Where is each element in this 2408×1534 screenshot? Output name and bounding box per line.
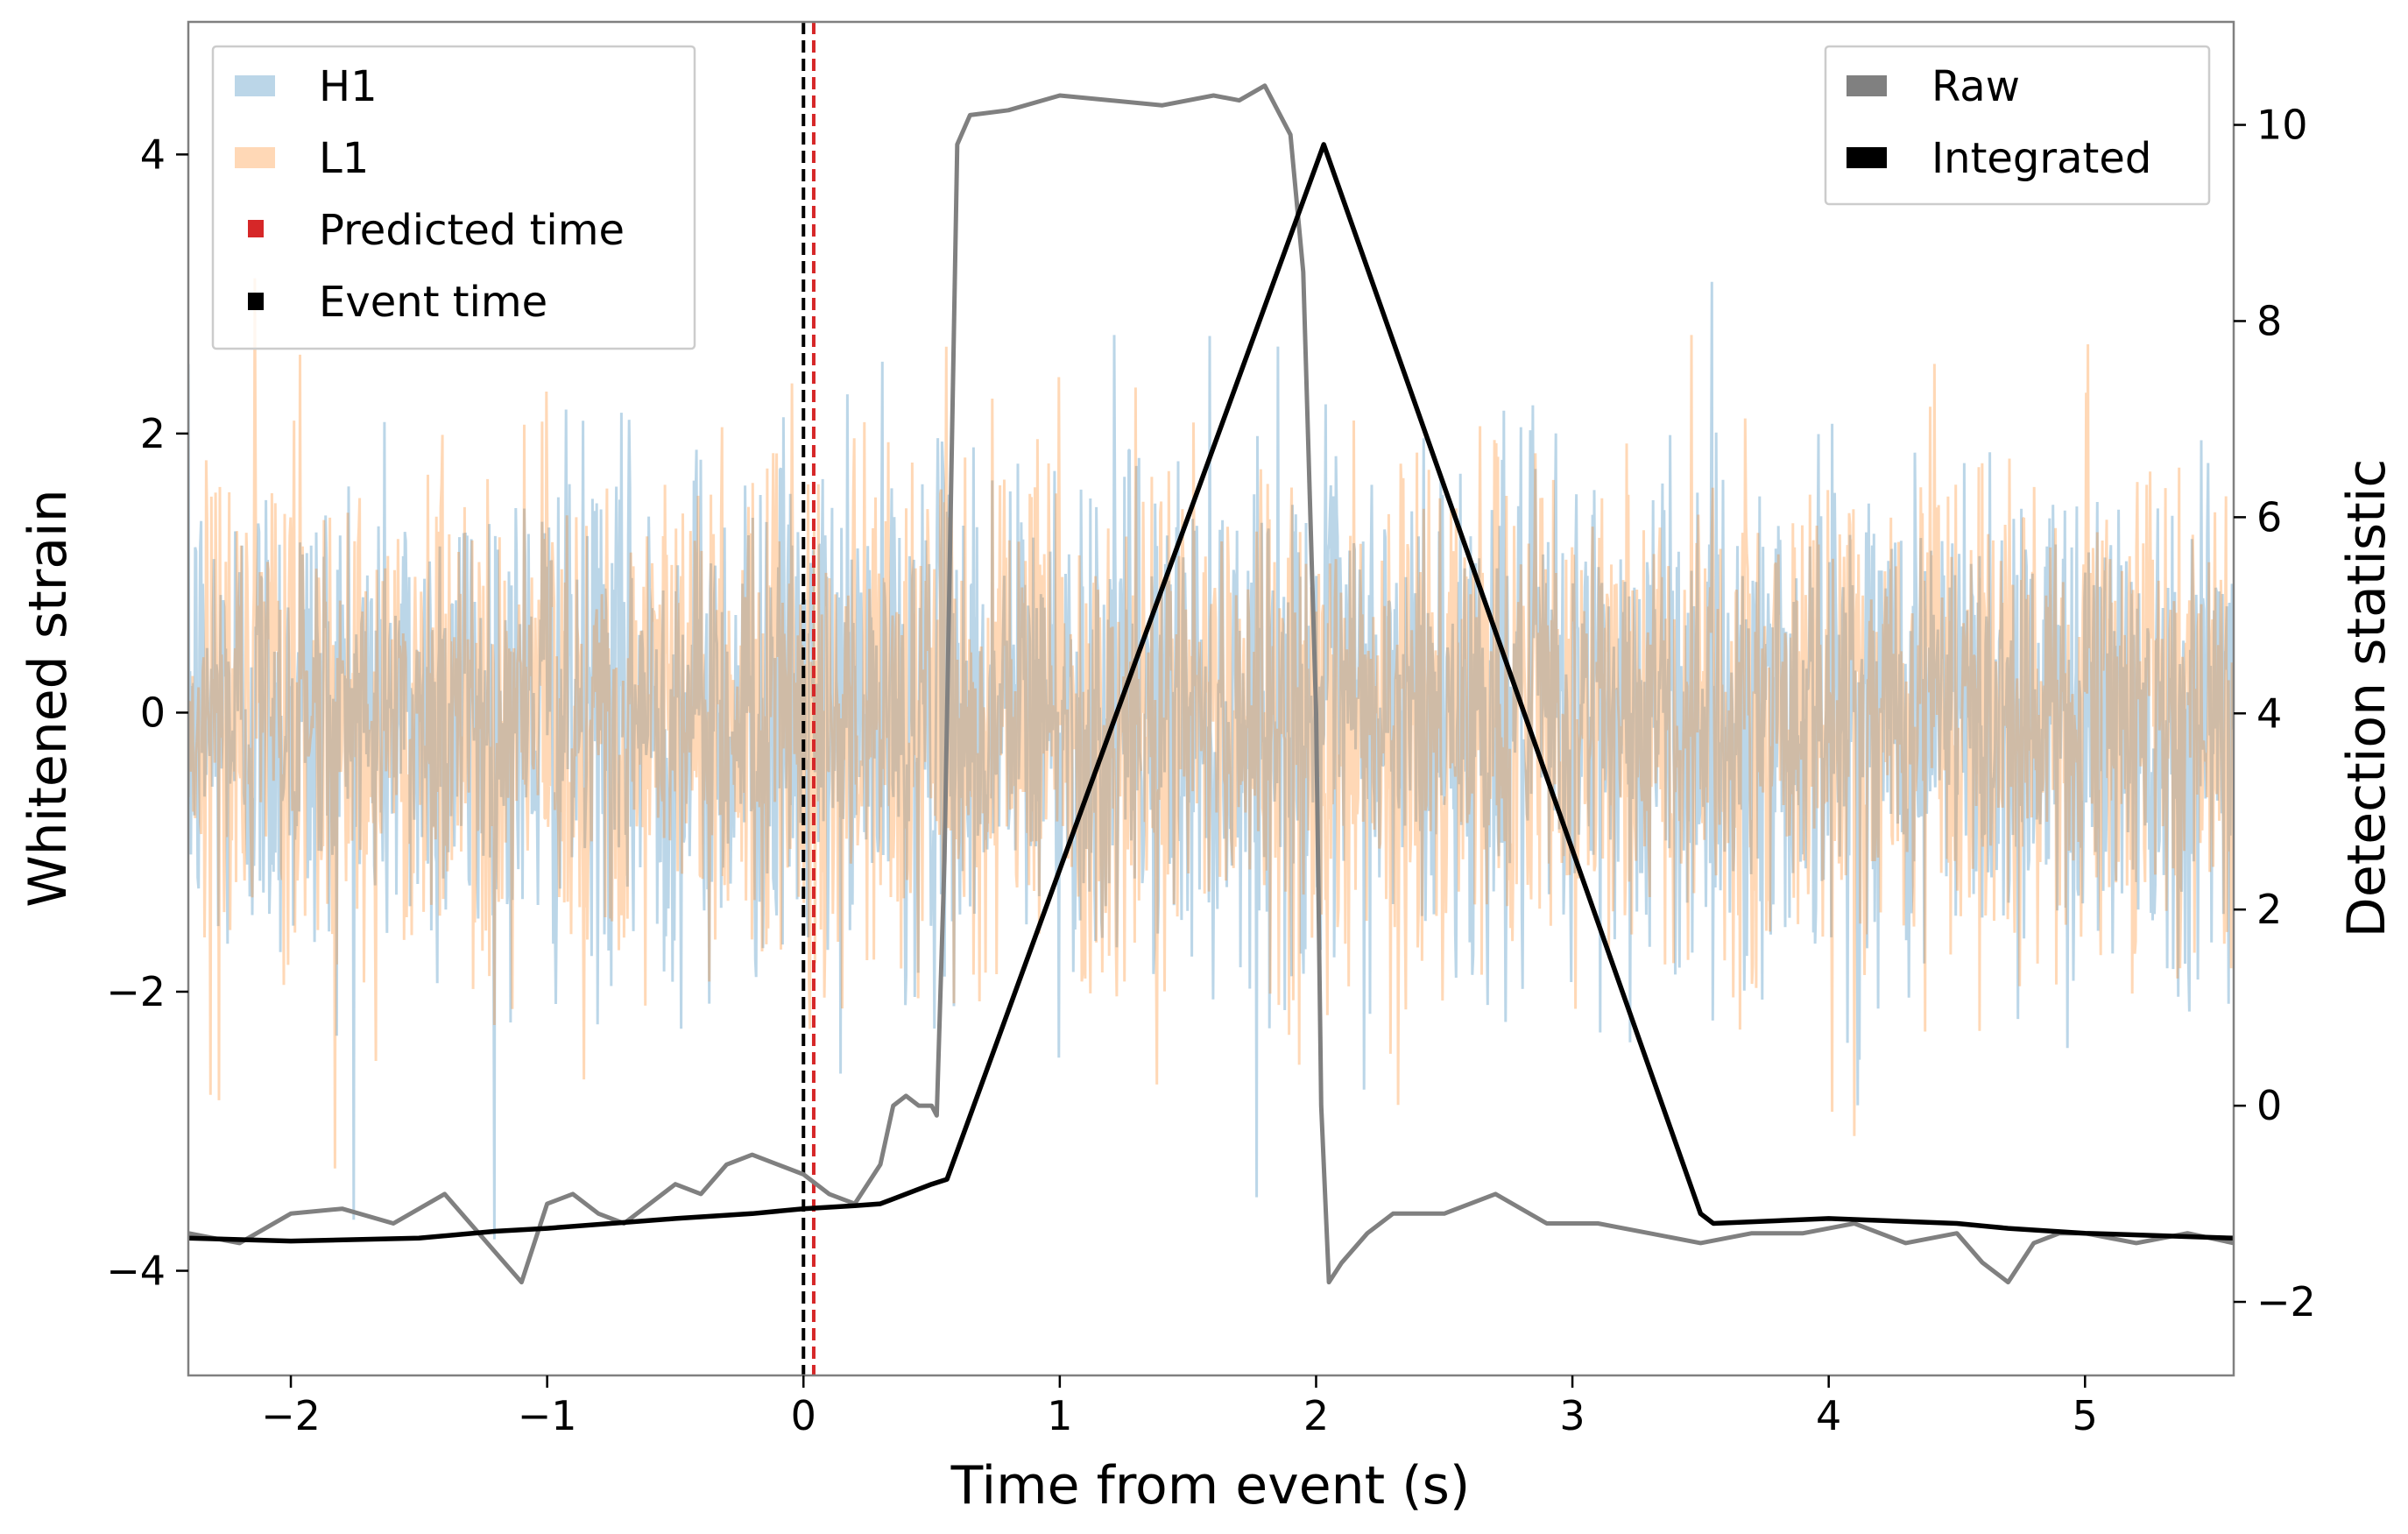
y-right-tick-label: −2 — [2256, 1278, 2316, 1325]
detection-series-integrated — [188, 142, 2234, 1244]
detection-layer — [188, 83, 2234, 1285]
legend-label-event: Event time — [319, 278, 547, 327]
x-tick-label: 5 — [2073, 1392, 2098, 1439]
y-right-axis-label: Detection statistic — [2336, 459, 2397, 938]
plot-frame — [187, 20, 2235, 1377]
y-left-tick-label: −2 — [106, 968, 166, 1015]
event-lines — [801, 22, 816, 1375]
y-right-tick-label: 2 — [2256, 886, 2282, 933]
legend-swatch-l1 — [235, 147, 275, 168]
legend-swatch-predicted — [248, 220, 264, 237]
y-left-tick-label: 0 — [140, 689, 166, 736]
y-left-axis-label: Whitened strain — [18, 489, 79, 907]
x-axis-label: Time from event (s) — [950, 1455, 1471, 1516]
y-left-tick-label: 2 — [140, 410, 166, 457]
legend-label-predicted: Predicted time — [319, 206, 625, 255]
legend-swatch-integrated — [1847, 147, 1887, 168]
x-tick-label: 2 — [1303, 1392, 1329, 1439]
legend-left: H1 L1 Predicted time Event time — [211, 45, 696, 350]
x-tick-label: 1 — [1047, 1392, 1072, 1439]
legend-label-raw: Raw — [1931, 62, 2020, 111]
x-axis-ticks: −2 −1 0 1 2 3 4 5 — [261, 1375, 2098, 1439]
legend-label-integrated: Integrated — [1931, 134, 2151, 183]
legend-label-l1: L1 — [319, 134, 369, 183]
legend-label-h1: H1 — [319, 62, 378, 111]
legend-right: Raw Integrated — [1824, 45, 2211, 206]
x-tick-label: −2 — [261, 1392, 321, 1439]
legend-swatch-h1 — [235, 75, 275, 96]
y-right-tick-label: 0 — [2256, 1082, 2282, 1129]
x-tick-label: 4 — [1816, 1392, 1841, 1439]
y-left-axis-ticks: −4 −2 0 2 4 — [106, 131, 188, 1295]
x-tick-label: 0 — [791, 1392, 816, 1439]
strain-layer — [188, 278, 2234, 1240]
y-left-tick-label: −4 — [106, 1248, 166, 1295]
legend-swatch-raw — [1847, 75, 1887, 96]
strain-series-l1 — [188, 278, 2234, 1169]
y-right-tick-label: 4 — [2256, 689, 2282, 737]
x-tick-label: −1 — [518, 1392, 577, 1439]
x-tick-label: 3 — [1559, 1392, 1585, 1439]
legend-swatch-event — [248, 293, 264, 310]
y-right-tick-label: 10 — [2256, 102, 2308, 149]
legend-right-frame — [1824, 45, 2211, 206]
legend-left-frame — [211, 45, 696, 350]
y-right-tick-label: 8 — [2256, 297, 2282, 344]
y-left-tick-label: 4 — [140, 131, 166, 178]
strain-series-h1 — [188, 281, 2234, 1240]
y-right-axis-ticks: −2 0 2 4 6 8 10 — [2234, 102, 2316, 1325]
detection-series-raw — [188, 83, 2234, 1285]
y-right-tick-label: 6 — [2256, 493, 2282, 541]
